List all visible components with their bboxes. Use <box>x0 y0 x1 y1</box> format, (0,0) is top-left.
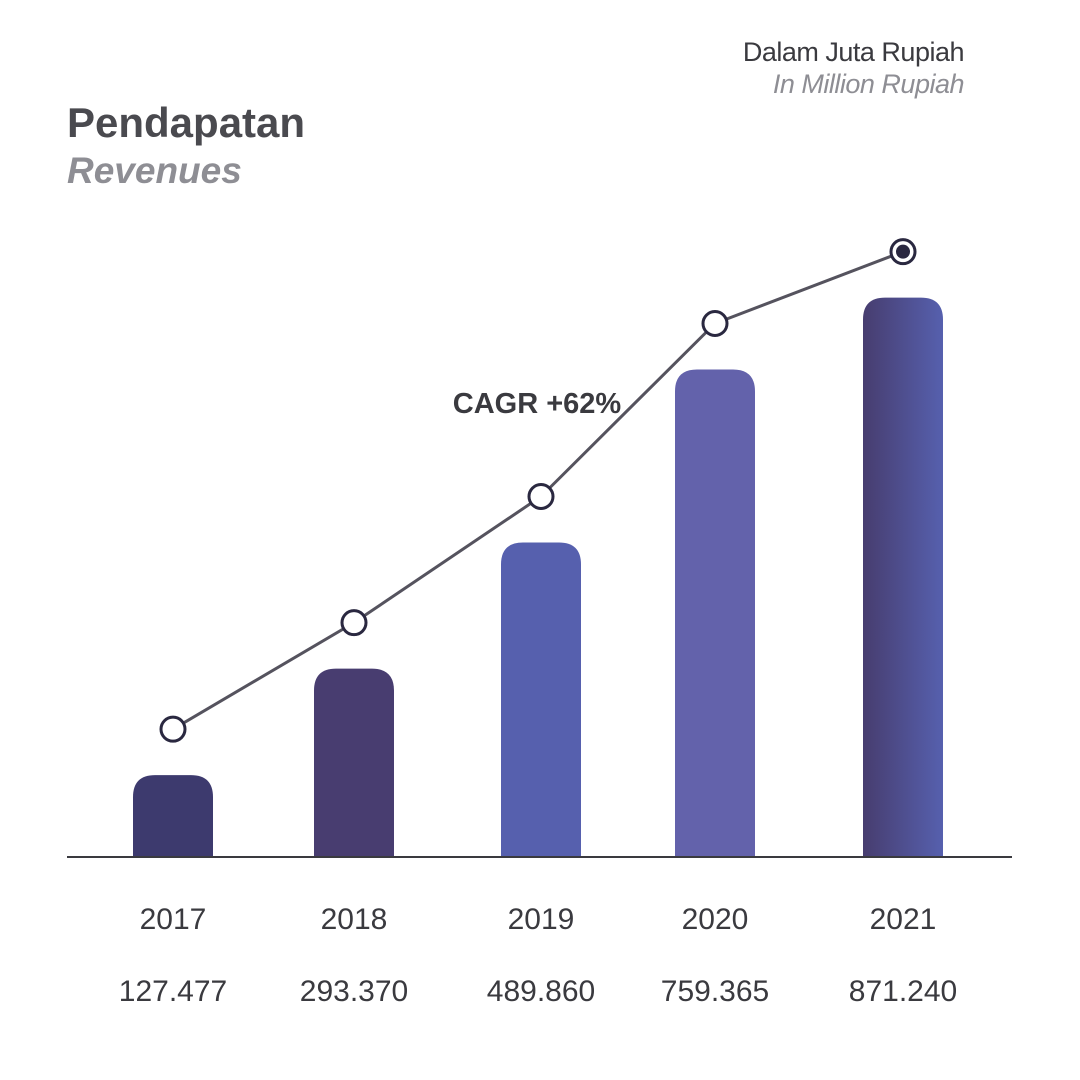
x-tick-label-2019: 2019 <box>508 903 575 936</box>
chart-title: Pendapatan <box>67 99 306 146</box>
bar-2017 <box>133 775 213 857</box>
bar-2021 <box>863 297 943 857</box>
unit-label-secondary: In Million Rupiah <box>772 69 965 99</box>
x-tick-label-2020: 2020 <box>682 903 749 936</box>
value-label-2018: 293.370 <box>300 975 408 1008</box>
unit-note: Dalam Juta Rupiah In Million Rupiah <box>742 36 965 100</box>
x-tick-label-2017: 2017 <box>140 903 207 936</box>
x-tick-label-2021: 2021 <box>870 903 937 936</box>
value-label-2020: 759.365 <box>661 975 769 1008</box>
trend-point-2018 <box>340 609 368 637</box>
unit-label-primary: Dalam Juta Rupiah <box>742 37 965 67</box>
bars-layer <box>133 297 943 857</box>
trend-point-highlight-dot <box>896 244 910 259</box>
trend-point-2019 <box>527 483 555 511</box>
labels-layer: 2017 127.477 2018 293.370 2019 489.860 2020 759… <box>119 903 957 1008</box>
trend-point-2020 <box>701 309 729 337</box>
value-label-2019: 489.860 <box>487 975 595 1008</box>
cagr-annotation: CAGR +62% <box>453 388 622 420</box>
value-label-2017: 127.477 <box>119 975 227 1008</box>
trend-line-layer <box>159 238 917 743</box>
bar-2018 <box>314 668 394 857</box>
value-label-2021: 871.240 <box>849 975 957 1008</box>
chart-subtitle: Revenues <box>67 150 242 191</box>
x-tick-label-2018: 2018 <box>321 903 388 936</box>
chart-title-block: Pendapatan Revenues <box>67 98 305 194</box>
bar-2019 <box>501 542 581 857</box>
bar-2020 <box>675 369 755 857</box>
trend-point-2017 <box>159 715 187 743</box>
